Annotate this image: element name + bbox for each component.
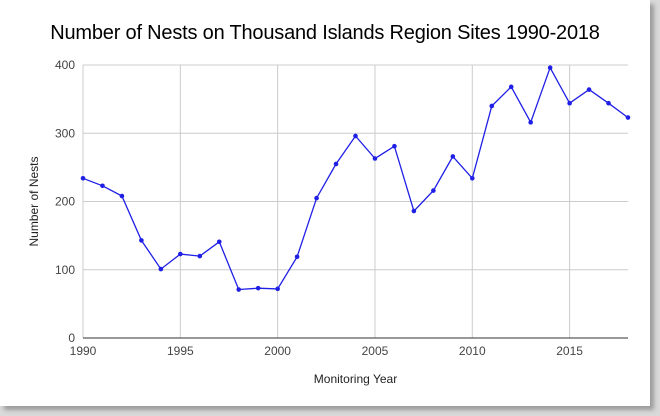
data-point xyxy=(236,287,242,292)
data-point xyxy=(178,251,183,257)
data-point xyxy=(586,87,592,92)
data-point xyxy=(372,156,378,161)
data-point xyxy=(275,286,280,292)
data-point xyxy=(294,254,300,260)
data-point xyxy=(411,208,417,214)
x-tick-label: 2010 xyxy=(459,344,486,358)
x-tick-label: 2005 xyxy=(362,344,389,358)
data-point xyxy=(508,84,514,90)
data-point xyxy=(489,103,495,109)
data-point xyxy=(333,161,339,167)
x-tick-label: 2000 xyxy=(264,344,291,358)
chart-frame: Number of Nests on Thousand Islands Regi… xyxy=(0,0,650,406)
x-tick-label: 1995 xyxy=(167,344,194,358)
data-point xyxy=(392,143,397,149)
data-point xyxy=(255,285,261,291)
data-point xyxy=(547,65,553,71)
data-point xyxy=(158,266,164,272)
data-point xyxy=(528,120,533,125)
data-point xyxy=(431,188,436,193)
x-axis-title: Monitoring Year xyxy=(314,372,397,386)
y-tick-label: 0 xyxy=(68,331,75,345)
data-point xyxy=(625,115,631,120)
y-tick-label: 200 xyxy=(55,195,75,209)
y-tick-label: 300 xyxy=(55,126,75,140)
data-point xyxy=(100,183,105,189)
data-point xyxy=(469,175,475,181)
data-point xyxy=(606,100,611,106)
data-point xyxy=(119,193,125,199)
data-point xyxy=(353,133,358,139)
data-point xyxy=(216,239,222,245)
chart-title: Number of Nests on Thousand Islands Regi… xyxy=(50,22,600,44)
y-axis-title: Number of Nests xyxy=(27,156,41,246)
line-chart: 0 100 200 300 400 1990 1995 2000 2005 2010 2015 M… xyxy=(27,58,631,386)
grid-lines xyxy=(82,64,628,339)
y-tick-labels: 0 100 200 300 400 xyxy=(55,58,75,345)
data-point xyxy=(450,154,456,159)
data-point xyxy=(567,100,572,106)
y-tick-label: 100 xyxy=(55,263,75,277)
data-point xyxy=(139,238,144,243)
data-point xyxy=(197,253,203,259)
data-point xyxy=(80,175,86,181)
data-point xyxy=(314,195,319,201)
series-line xyxy=(82,66,629,291)
y-tick-label: 400 xyxy=(55,58,75,72)
x-tick-labels: 1990 1995 2000 2005 2010 2015 xyxy=(70,344,584,358)
data-points xyxy=(80,65,631,292)
x-tick-label: 1990 xyxy=(70,344,97,358)
x-tick-label: 2015 xyxy=(556,344,583,358)
